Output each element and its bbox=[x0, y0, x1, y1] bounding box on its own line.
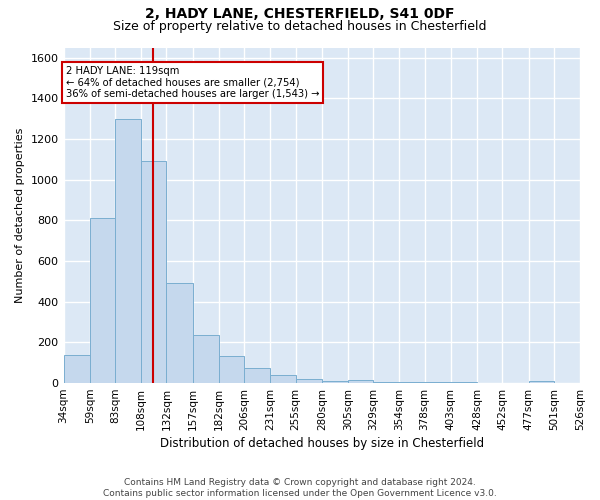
Bar bbox=[166, 284, 193, 383]
Y-axis label: Number of detached properties: Number of detached properties bbox=[15, 128, 25, 303]
Bar bbox=[400, 382, 425, 383]
Bar bbox=[425, 382, 451, 383]
Text: 2 HADY LANE: 119sqm
← 64% of detached houses are smaller (2,754)
36% of semi-det: 2 HADY LANE: 119sqm ← 64% of detached ho… bbox=[65, 66, 319, 99]
Bar bbox=[296, 379, 322, 383]
Bar bbox=[529, 381, 554, 383]
Bar bbox=[141, 162, 166, 383]
Text: Size of property relative to detached houses in Chesterfield: Size of property relative to detached ho… bbox=[113, 20, 487, 33]
X-axis label: Distribution of detached houses by size in Chesterfield: Distribution of detached houses by size … bbox=[160, 437, 484, 450]
Bar bbox=[90, 218, 115, 383]
Text: Contains HM Land Registry data © Crown copyright and database right 2024.
Contai: Contains HM Land Registry data © Crown c… bbox=[103, 478, 497, 498]
Bar bbox=[451, 382, 477, 383]
Bar bbox=[193, 336, 219, 383]
Bar bbox=[348, 380, 373, 383]
Bar bbox=[244, 368, 271, 383]
Bar bbox=[373, 382, 400, 383]
Bar bbox=[64, 354, 90, 383]
Text: 2, HADY LANE, CHESTERFIELD, S41 0DF: 2, HADY LANE, CHESTERFIELD, S41 0DF bbox=[145, 8, 455, 22]
Bar bbox=[219, 356, 244, 383]
Bar bbox=[271, 375, 296, 383]
Bar bbox=[322, 381, 348, 383]
Bar bbox=[115, 118, 141, 383]
